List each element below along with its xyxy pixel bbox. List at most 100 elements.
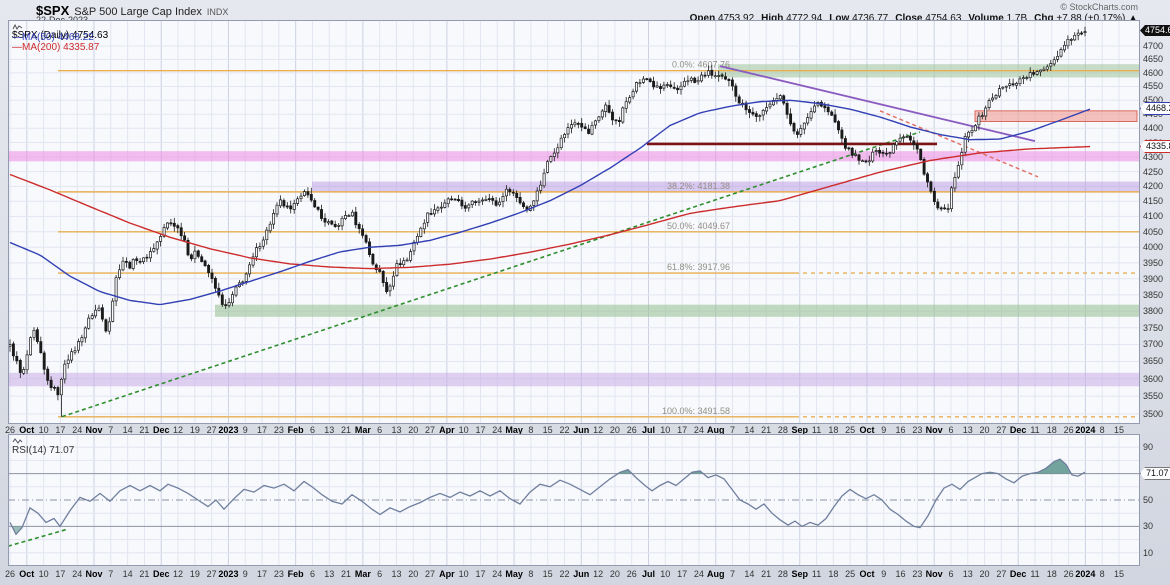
fib-label: 38.2%: 4181.38 [667, 181, 730, 191]
x-axis-label: 9 [242, 569, 248, 579]
x-axis-label: Apr [439, 569, 455, 579]
x-axis-label: 14 [122, 424, 133, 435]
squiggle-icon [12, 438, 23, 444]
x-axis-label: 10 [660, 569, 671, 579]
x-axis-label: 10 [38, 424, 49, 435]
price-axis-label: 3750 [1143, 322, 1164, 333]
x-axis-label: 18 [828, 424, 839, 435]
x-axis-label: 10 [38, 569, 49, 579]
quote-value: 4772.94 [783, 13, 823, 24]
x-axis-label: 12 [173, 569, 184, 579]
x-axis-label: Nov [925, 569, 943, 579]
x-axis-label: 24 [492, 424, 503, 435]
x-axis-label: 13 [962, 569, 973, 579]
price-legend: $SPX (Daily) 4754.63 —MA(50) 4468.22 —MA… [12, 23, 108, 53]
x-axis-label: 6 [309, 569, 315, 579]
quote-label: High [761, 13, 784, 24]
x-axis-label: 17 [475, 569, 486, 579]
x-axis-label: Mar [354, 569, 371, 579]
rsi-axis-label: 10 [1143, 547, 1154, 558]
fib-label: 61.8%: 3917.96 [667, 262, 730, 272]
last-price-tag: 4754.63 [1140, 25, 1170, 36]
symbol: $SPX [36, 3, 70, 18]
x-axis-label: Apr [439, 424, 455, 435]
x-axis-label: 27 [996, 569, 1007, 579]
x-axis-label: 9 [881, 569, 887, 579]
price-axis-label: 4500 [1143, 95, 1164, 106]
x-axis-label: 20 [609, 569, 620, 579]
x-axis-label: Jun [573, 569, 590, 579]
x-axis-label: 15 [1113, 569, 1125, 579]
x-axis-label: Aug [706, 424, 725, 435]
x-axis-label: Nov [85, 569, 103, 579]
x-axis-label: 21 [139, 569, 150, 579]
x-axis-label: 8 [528, 569, 534, 579]
x-axis-label: 27 [425, 424, 436, 435]
x-axis-label: 14 [122, 569, 133, 579]
x-axis-label: 22 [559, 569, 570, 579]
x-axis-label: Dec [1009, 424, 1027, 435]
x-axis-label: 8 [1099, 569, 1105, 579]
x-axis-label: 10 [458, 569, 469, 579]
legend-ma200-label: MA(200) [22, 42, 61, 53]
x-axis-label: 10 [660, 424, 671, 435]
fib-label: 0.0%: 4607.76 [672, 60, 730, 70]
x-axis-label: 13 [962, 424, 973, 435]
price-axis-label: 4250 [1143, 166, 1164, 177]
rsi-axis-label: 50 [1143, 495, 1154, 505]
x-axis-label: 26 [626, 424, 637, 435]
copyright: © StockCharts.com [1060, 2, 1138, 12]
legend-ma200-row: —MA(200) 4335.87 [12, 43, 108, 53]
x-axis-label: 14 [744, 569, 755, 579]
x-axis-label: 12 [173, 424, 184, 435]
x-axis-label: 6 [377, 424, 383, 435]
price-axis-label: 3950 [1143, 257, 1164, 268]
x-axis-label: 2023 [218, 424, 239, 435]
price-axis-label: 3850 [1143, 289, 1164, 300]
x-axis-label: Oct [19, 569, 35, 579]
x-axis-label: Mar [354, 424, 371, 435]
x-axis-label: Feb [287, 569, 304, 579]
x-axis-label: 11 [1030, 569, 1040, 579]
x-axis-label: Oct [859, 569, 875, 579]
x-axis-label: 28 [777, 424, 788, 435]
x-axis-label: May [505, 569, 523, 579]
x-axis-label: 26 [4, 569, 16, 579]
x-axis-label: Sep [791, 424, 808, 435]
quote-label: Volume [968, 13, 1004, 24]
x-axis-label: 25 [845, 569, 856, 579]
x-axis-label: 8 [528, 424, 534, 435]
x-axis-label: 21 [341, 424, 352, 435]
x-axis-label: 6 [377, 569, 383, 579]
legend-ma200-value: 4335.87 [63, 42, 100, 53]
x-axis-label: 27 [206, 569, 217, 579]
x-axis-label: 6 [948, 569, 954, 579]
x-axis-label: 11 [811, 424, 822, 435]
x-axis-label: 7 [730, 569, 736, 579]
price-axis-label: 4600 [1143, 67, 1164, 78]
x-axis-label: 17 [257, 424, 268, 435]
x-axis-label: 24 [693, 424, 704, 435]
price-chart-svg: 0.0%: 4607.76 38.2%: 4181.38 50.0%: 4049.6… [8, 20, 1140, 424]
quote-value: 4753.92 [715, 13, 755, 24]
x-axis-label: Jun [573, 424, 590, 435]
x-axis-label: Feb [287, 424, 304, 435]
legend-price-row: $SPX (Daily) 4754.63 [12, 23, 108, 41]
price-axis-label: 4300 [1143, 151, 1164, 162]
rsi-legend-value: 71.07 [49, 445, 75, 456]
x-axis-label: Dec [1009, 569, 1027, 579]
fib-label: 100.0%: 3491.58 [662, 406, 730, 416]
legend-ma50-row: —MA(50) 4468.22 [12, 33, 108, 43]
x-axis-label: 12 [593, 569, 604, 579]
quote-value: 1.7B [1003, 13, 1028, 24]
legend-price-value: 4754.63 [72, 30, 109, 41]
x-axis-label: 23 [912, 569, 923, 579]
legend-ma50-label: MA(50) [22, 32, 55, 43]
rsi-value-tag: 71.07 [1140, 467, 1170, 480]
x-axis-label: 2024 [1075, 569, 1096, 579]
rsi-panel [8, 434, 1140, 566]
x-axis-label: Dec [152, 569, 170, 579]
quote-label: Close [895, 13, 923, 24]
x-axis-label: 2023 [218, 569, 239, 579]
